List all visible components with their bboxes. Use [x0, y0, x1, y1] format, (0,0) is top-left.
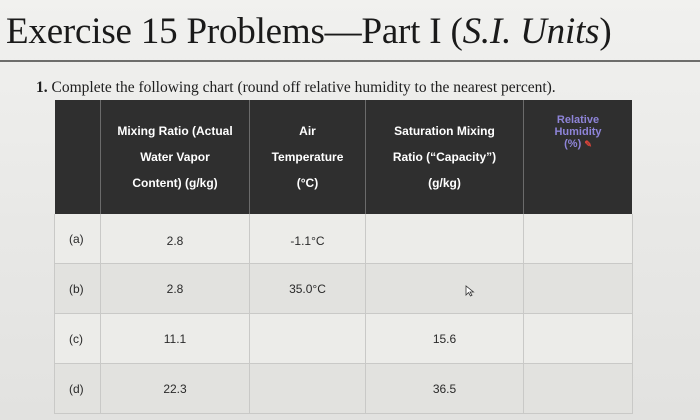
header-saturation-line: (g/kg) — [428, 176, 461, 190]
header-air-temperature: Air Temperature (°C) — [249, 100, 366, 214]
cell-saturation[interactable] — [365, 214, 524, 264]
table-row: (b) 2.8 35.0°C — [54, 263, 633, 314]
table-row: (d) 22.3 36.5 — [54, 363, 633, 414]
cell-mixing-ratio: 2.8 — [100, 214, 250, 264]
header-relative-humidity: Relative Humidity (%) ✎ — [523, 100, 632, 214]
humidity-chart: Mixing Ratio (Actual Water Vapor Content… — [54, 100, 633, 414]
cell-saturation: 36.5 — [365, 363, 524, 414]
cell-relative-humidity[interactable] — [523, 313, 633, 364]
cell-mixing-ratio: 2.8 — [100, 263, 250, 314]
header-mixing-ratio-line: Mixing Ratio (Actual — [117, 124, 233, 138]
cell-saturation: 15.6 — [365, 313, 524, 364]
row-label: (d) — [54, 363, 101, 414]
header-relative-humidity-line: Humidity — [554, 126, 602, 138]
header-relative-humidity-unit: (%) — [564, 138, 582, 150]
header-air-temperature-line: (°C) — [296, 176, 319, 190]
header-saturation-line: Saturation Mixing — [394, 124, 495, 138]
title-italic: S.I. Units — [462, 11, 600, 52]
question-text: 1. Complete the following chart (round o… — [36, 79, 556, 97]
cell-relative-humidity[interactable] — [523, 214, 633, 264]
header-mixing-ratio-line: Water Vapor — [140, 150, 210, 164]
header-air-temperature-line: Temperature — [271, 150, 344, 164]
cell-air-temperature: -1.1°C — [249, 214, 366, 264]
mouse-cursor-icon — [465, 285, 475, 297]
header-relative-humidity-line: Relative — [556, 114, 600, 126]
header-row: Mixing Ratio (Actual Water Vapor Content… — [54, 100, 632, 214]
cell-relative-humidity[interactable] — [523, 363, 633, 414]
header-blank — [54, 100, 101, 214]
header-saturation: Saturation Mixing Ratio (“Capacity”) (g/… — [365, 100, 524, 214]
cell-mixing-ratio: 22.3 — [100, 363, 250, 414]
row-label: (a) — [54, 214, 101, 264]
pencil-icon[interactable]: ✎ — [584, 139, 592, 149]
header-air-temperature-line: Air — [299, 124, 316, 138]
header-saturation-line: Ratio (“Capacity”) — [392, 150, 497, 164]
row-label: (b) — [54, 263, 101, 314]
table-row: (c) 11.1 15.6 — [54, 313, 633, 364]
question-body: Complete the following chart (round off … — [51, 79, 556, 96]
header-mixing-ratio: Mixing Ratio (Actual Water Vapor Content… — [100, 100, 250, 214]
title-divider — [0, 60, 700, 62]
question-number: 1. — [36, 79, 48, 96]
table-row: (a) 2.8 -1.1°C — [54, 214, 633, 264]
cell-air-temperature: 35.0°C — [249, 263, 366, 314]
page-title: Exercise 15 Problems—Part I (S.I. Units) — [6, 10, 612, 53]
cell-relative-humidity[interactable] — [523, 263, 633, 314]
title-main: Exercise 15 Problems—Part I ( — [6, 11, 463, 52]
cell-air-temperature[interactable] — [249, 363, 366, 414]
title-end: ) — [599, 11, 612, 52]
header-relative-humidity-line: (%) ✎ — [524, 138, 632, 150]
cell-air-temperature[interactable] — [249, 313, 366, 364]
row-label: (c) — [54, 313, 101, 364]
header-mixing-ratio-line: Content) (g/kg) — [132, 176, 218, 190]
cell-saturation[interactable] — [365, 263, 524, 314]
cell-mixing-ratio: 11.1 — [100, 313, 250, 364]
